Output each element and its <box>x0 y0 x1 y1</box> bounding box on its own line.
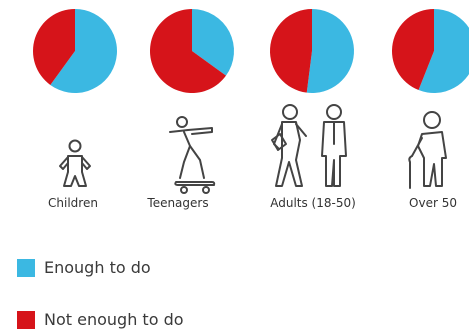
label-teenagers: Teenagers <box>147 196 209 210</box>
pie-slice-adults-enough <box>306 9 354 93</box>
legend-label-not-enough: Not enough to do <box>44 310 184 329</box>
skateboarder-icon <box>169 116 216 194</box>
adults-pair-icon <box>271 104 347 187</box>
pie-teenagers <box>150 9 234 94</box>
legend-item-not-enough: Not enough to do <box>17 310 184 329</box>
legend-item-enough: Enough to do <box>17 258 151 277</box>
pie-slice-adults-not-enough <box>269 9 312 93</box>
pie-adults <box>269 9 354 93</box>
label-adults: Adults (18-50) <box>270 196 356 210</box>
legend-swatch-not-enough <box>17 310 35 329</box>
pie-over-50 <box>392 9 469 93</box>
pie-slice-over-50-not-enough <box>392 9 434 91</box>
pie-slice-over-50-enough <box>418 9 469 93</box>
legend-swatch-enough <box>17 258 35 277</box>
pie-children <box>33 9 117 93</box>
pie-slice-children-enough <box>50 9 117 93</box>
label-over-50: Over 50 <box>409 196 457 210</box>
elderly-with-cane-icon <box>408 111 447 189</box>
legend-label-enough: Enough to do <box>44 258 151 277</box>
label-children: Children <box>48 196 98 210</box>
pie-slice-teenagers-enough <box>192 9 234 76</box>
pie-slice-teenagers-not-enough <box>150 9 226 94</box>
child-figure-icon <box>59 139 91 187</box>
pie-slice-children-not-enough <box>33 9 75 85</box>
